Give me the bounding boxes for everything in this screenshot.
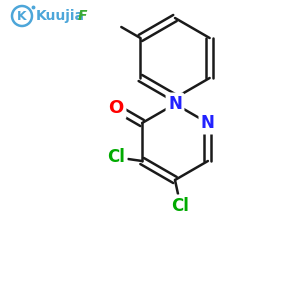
Text: K: K: [17, 10, 27, 22]
Text: Cl: Cl: [171, 197, 189, 215]
Text: N: N: [201, 114, 215, 132]
Text: Cl: Cl: [107, 148, 125, 166]
Text: N: N: [168, 95, 182, 113]
Text: O: O: [109, 99, 124, 117]
Text: Kuujia: Kuujia: [36, 9, 85, 23]
Text: F: F: [78, 9, 88, 23]
